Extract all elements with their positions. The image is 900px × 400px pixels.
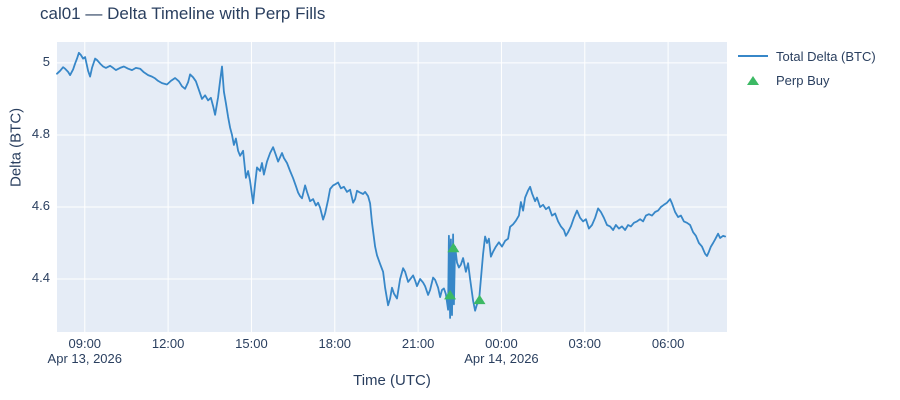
plot-canvas[interactable] xyxy=(56,42,727,332)
x-tick-label: 03:00 xyxy=(568,336,602,351)
y-tick-label: 5 xyxy=(42,53,50,69)
perp-buy-marker xyxy=(473,294,486,305)
y-tick-label: 4.6 xyxy=(31,197,50,213)
x-tick-label: 18:00 xyxy=(318,336,352,351)
legend-label: Total Delta (BTC) xyxy=(776,48,876,64)
line-swatch-icon xyxy=(738,55,768,57)
legend-item-total-delta[interactable]: Total Delta (BTC) xyxy=(738,44,876,68)
x-tick-label: 12:00 xyxy=(151,336,185,351)
y-tick-label: 4.4 xyxy=(31,270,50,286)
plot-area[interactable] xyxy=(56,42,727,332)
x-tick-label: 06:00 xyxy=(651,336,685,351)
x-tick-label: 00:00 xyxy=(485,336,518,351)
x-date-label: Apr 14, 2026 xyxy=(464,351,539,366)
chart-title: cal01 — Delta Timeline with Perp Fills xyxy=(40,4,326,23)
x-tick-label: 15:00 xyxy=(235,336,268,351)
legend: Total Delta (BTC) Perp Buy xyxy=(738,44,876,92)
legend-item-perp-buy[interactable]: Perp Buy xyxy=(738,68,876,92)
perp-buy-marker xyxy=(444,289,457,300)
x-axis-title: Time (UTC) xyxy=(353,372,431,389)
triangle-swatch-icon xyxy=(738,75,768,85)
perp-buy-marker xyxy=(447,242,460,253)
y-tick-label: 4.8 xyxy=(31,125,50,141)
total-delta-line xyxy=(56,51,726,319)
x-date-label: Apr 13, 2026 xyxy=(47,351,122,366)
x-tick-label: 21:00 xyxy=(401,336,435,351)
legend-label: Perp Buy xyxy=(776,72,830,88)
x-tick-label: 09:00 xyxy=(68,336,102,351)
